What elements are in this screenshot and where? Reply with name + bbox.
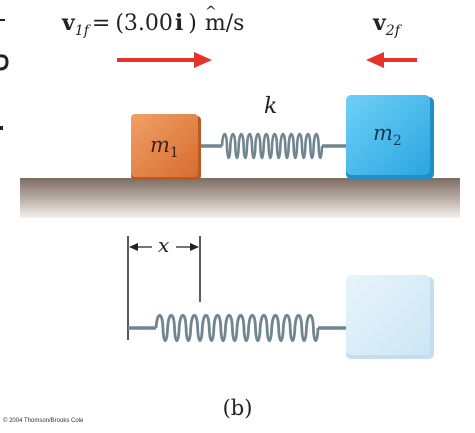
unit-vector-hat: ^ [205,4,217,20]
velocity1-label: v1f = (3.00i) m/s [61,10,244,39]
spring-top [198,132,346,160]
mass2-label: m2 [373,121,402,149]
velocity2-label: v2f [372,10,403,39]
copyright-notice: © 2004 Thomson/Brooks Cole [3,418,84,424]
displacement-label: x [158,233,169,257]
velocity1-arrow [117,52,212,68]
mass1-label: m1 [150,133,179,161]
spring-constant-label: k [264,94,277,119]
velocity2-arrow [366,52,417,68]
mass1-block: m1 [131,114,201,180]
ground-surface [20,178,460,218]
displacement-indicator: x [127,233,201,340]
mass2-ghost-block [346,275,434,359]
mass2-block: m2 [346,95,434,179]
left-edge-marks [0,19,9,130]
spring-bottom [128,313,346,343]
figure-caption: (b) [222,396,253,420]
